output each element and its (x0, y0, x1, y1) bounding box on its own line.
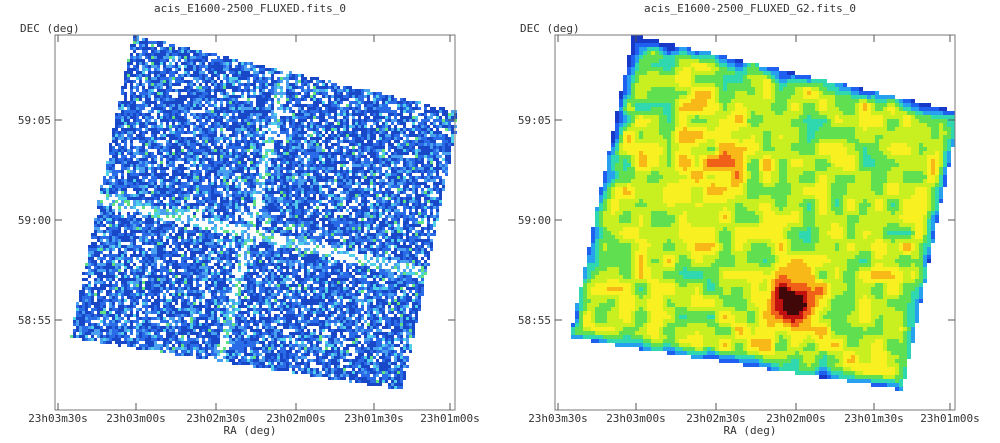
chart-title: acis_E1600-2500_FLUXED.fits_0 (153, 2, 347, 15)
y-axis-label: DEC (deg) (20, 22, 80, 35)
y-tick-label: 59:05 (18, 114, 51, 127)
y-tick-label: 58:55 (18, 314, 51, 327)
y-tick-label: 59:00 (518, 214, 551, 227)
heatmap-fluxed: 23h03m30s 23h03m00s 23h02m30s 23h02m00s 23h0… (18, 34, 480, 425)
y-tick-label: 59:00 (18, 214, 51, 227)
x-tick-label: 23h02m30s (186, 412, 246, 425)
y-axis-label: DEC (deg) (520, 22, 580, 35)
x-tick-label: 23h02m00s (266, 412, 326, 425)
y-tick-label: 59:05 (518, 114, 551, 127)
x-tick-label: 23h01m30s (344, 412, 404, 425)
x-tick-label: 23h01m30s (844, 412, 904, 425)
heatmap-fluxed-g2: 23h03m30s 23h03m00s 23h02m30s 23h02m00s 23h0… (518, 34, 980, 425)
x-tick-label: 23h03m00s (106, 412, 166, 425)
plot-frame (554, 34, 956, 411)
x-tick-label: 23h02m00s (766, 412, 826, 425)
y-tick-label: 58:55 (518, 314, 551, 327)
x-tick-label: 23h03m00s (606, 412, 666, 425)
x-tick-label: 23h01m00s (420, 412, 480, 425)
x-axis-label: RA (deg) (723, 424, 777, 437)
panel-fluxed-g2: acis_E1600-2500_FLUXED_G2.fits_0 DEC (de… (500, 0, 1000, 443)
pixel-field (70, 35, 457, 389)
panel-fluxed: acis_E1600-2500_FLUXED.fits_0 DEC (deg) … (18, 2, 480, 437)
x-tick-label: 23h01m00s (920, 412, 980, 425)
smoothed-field (571, 35, 955, 391)
x-tick-label: 23h03m30s (528, 412, 588, 425)
x-tick-label: 23h03m30s (28, 412, 88, 425)
x-tick-label: 23h02m30s (686, 412, 746, 425)
x-axis-label: RA (deg) (223, 424, 277, 437)
chart-title: acis_E1600-2500_FLUXED_G2.fits_0 (644, 2, 856, 15)
plot-frame (54, 34, 456, 411)
